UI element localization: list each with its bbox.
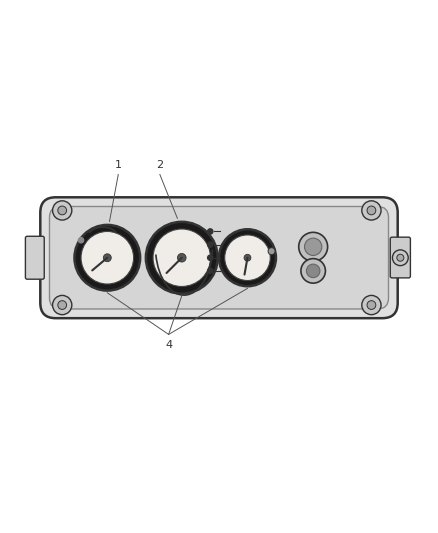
Circle shape — [244, 254, 251, 261]
Circle shape — [208, 242, 213, 247]
Text: 4: 4 — [165, 340, 172, 350]
FancyBboxPatch shape — [40, 197, 398, 318]
Circle shape — [208, 229, 213, 234]
Circle shape — [392, 250, 408, 265]
Circle shape — [53, 201, 72, 220]
FancyBboxPatch shape — [25, 236, 44, 279]
Circle shape — [304, 238, 322, 255]
Circle shape — [268, 248, 275, 255]
Circle shape — [58, 301, 67, 310]
Text: 2: 2 — [156, 160, 163, 170]
Circle shape — [81, 231, 134, 284]
Circle shape — [103, 254, 111, 262]
FancyBboxPatch shape — [49, 206, 389, 309]
Circle shape — [208, 268, 213, 273]
Circle shape — [74, 225, 140, 290]
Circle shape — [58, 206, 67, 215]
Circle shape — [362, 201, 381, 220]
Circle shape — [78, 238, 84, 243]
Circle shape — [307, 264, 320, 278]
Circle shape — [299, 232, 328, 261]
Circle shape — [153, 229, 211, 286]
Circle shape — [177, 253, 186, 262]
Circle shape — [367, 301, 376, 310]
Circle shape — [208, 255, 213, 260]
Circle shape — [397, 254, 404, 261]
Circle shape — [362, 295, 381, 314]
Circle shape — [225, 235, 270, 280]
Circle shape — [301, 259, 325, 283]
Circle shape — [53, 295, 72, 314]
Circle shape — [146, 222, 218, 294]
Text: 1: 1 — [115, 160, 122, 170]
Circle shape — [367, 206, 376, 215]
FancyBboxPatch shape — [390, 237, 410, 278]
Circle shape — [219, 229, 276, 286]
